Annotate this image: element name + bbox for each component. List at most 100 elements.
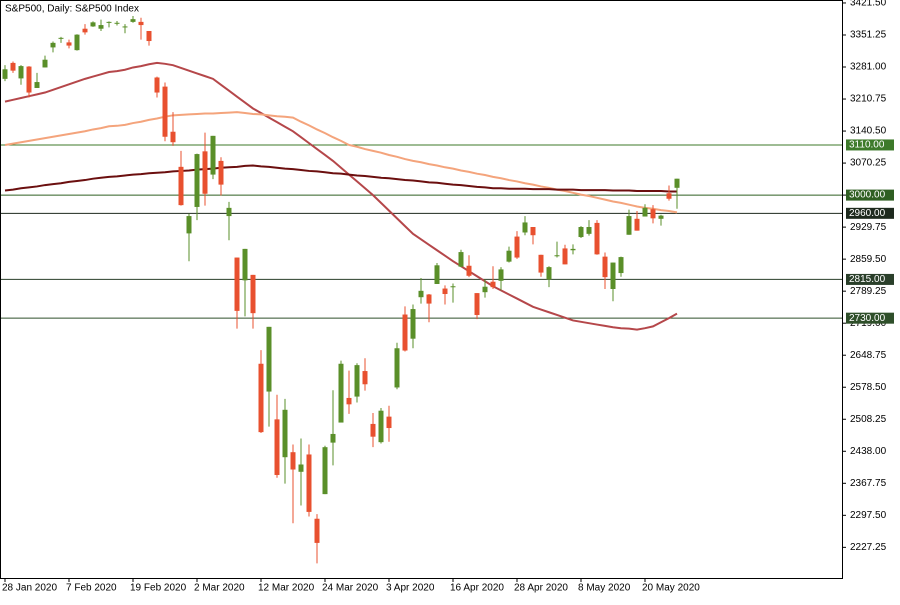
x-tick-label: 28 Jan 2020 xyxy=(2,583,57,594)
candle-body xyxy=(634,218,640,231)
candle-body xyxy=(402,314,408,351)
level-label: 2730.00 xyxy=(849,313,886,324)
x-tick-label: 20 May 2020 xyxy=(642,583,700,594)
x-tick-label: 24 Mar 2020 xyxy=(322,583,379,594)
candle-body xyxy=(42,59,48,68)
x-tick-label: 19 Feb 2020 xyxy=(130,583,187,594)
candle-body xyxy=(322,447,328,495)
candle-body xyxy=(354,365,360,397)
candle-body xyxy=(74,34,80,51)
y-tick-label: 2438.00 xyxy=(850,446,887,457)
candle-body xyxy=(362,371,368,385)
y-tick-label: 3281.00 xyxy=(850,62,887,73)
candle-body xyxy=(330,433,336,443)
candle-body xyxy=(490,281,496,288)
candle-body xyxy=(602,256,608,278)
candle-body xyxy=(162,86,168,137)
candle-body xyxy=(434,265,440,284)
candle-body xyxy=(242,248,248,281)
candle-body xyxy=(650,209,656,219)
candle-body xyxy=(442,288,448,295)
candle-body xyxy=(642,207,648,217)
candle-body xyxy=(226,207,232,217)
candle-body xyxy=(458,252,464,267)
candle-body xyxy=(658,215,664,219)
candle-body xyxy=(178,166,184,206)
candle-body xyxy=(106,21,112,23)
candle-body xyxy=(290,452,296,470)
candle-body xyxy=(186,216,192,234)
candle-body xyxy=(218,160,224,185)
x-tick-label: 2 Mar 2020 xyxy=(194,583,245,594)
candle-body xyxy=(170,131,176,143)
candle-body xyxy=(98,25,104,29)
candle-body xyxy=(578,227,584,238)
moving-average-line xyxy=(4,61,678,331)
candle-body xyxy=(250,274,256,314)
candle-body xyxy=(2,69,8,79)
candle-body xyxy=(130,19,136,22)
candle-body xyxy=(234,257,240,311)
candle-body xyxy=(378,410,384,443)
candle-body xyxy=(450,286,456,288)
candle-body xyxy=(498,269,504,281)
candle-body xyxy=(370,423,376,437)
candle-body xyxy=(202,151,208,194)
level-label-box xyxy=(846,273,894,285)
candle-body xyxy=(58,37,64,39)
candle-body xyxy=(258,363,264,433)
candle-body xyxy=(146,30,152,42)
candle-body xyxy=(466,265,472,276)
y-tick-label: 2367.75 xyxy=(850,478,887,489)
candle-body xyxy=(570,248,576,251)
candle-body xyxy=(114,22,120,24)
x-tick-label: 28 Apr 2020 xyxy=(514,583,568,594)
candle-body xyxy=(306,454,312,512)
candle-body xyxy=(394,348,400,388)
chart-title: S&P500, Daily: S&P500 Index xyxy=(5,4,139,15)
level-label: 2960.00 xyxy=(849,208,886,219)
candle-body xyxy=(610,262,616,289)
candle-body xyxy=(266,326,272,392)
candle-body xyxy=(474,293,480,315)
candle-body xyxy=(482,286,488,293)
x-tick-label: 8 May 2020 xyxy=(578,583,631,594)
y-tick-label: 2227.25 xyxy=(850,542,887,553)
candle-body xyxy=(274,419,280,475)
candle-body xyxy=(386,416,392,429)
level-label-box xyxy=(846,139,894,151)
candle-body xyxy=(338,363,344,423)
candle-body xyxy=(530,227,536,236)
candle-body xyxy=(426,294,432,304)
x-tick-label: 12 Mar 2020 xyxy=(258,583,315,594)
candle-body xyxy=(586,227,592,234)
candle-body xyxy=(210,135,216,175)
y-tick-label: 2859.50 xyxy=(850,254,887,265)
candle-body xyxy=(314,518,320,543)
candle-body xyxy=(626,216,632,235)
candle-body xyxy=(418,290,424,298)
candle-body xyxy=(298,464,304,472)
x-tick-label: 16 Apr 2020 xyxy=(450,583,504,594)
candle-body xyxy=(18,66,24,79)
y-tick-label: 3140.50 xyxy=(850,126,887,137)
candle-body xyxy=(154,77,160,93)
y-tick-label: 3421.50 xyxy=(850,0,887,9)
candle-body xyxy=(346,397,352,405)
candle-body xyxy=(66,42,72,46)
candle-body xyxy=(282,409,288,458)
y-tick-label: 3070.25 xyxy=(850,158,887,169)
y-tick-label: 2297.50 xyxy=(850,510,887,521)
x-tick-label: 3 Apr 2020 xyxy=(386,583,435,594)
candle-body xyxy=(554,255,560,257)
level-label-box xyxy=(846,189,894,201)
y-tick-label: 3351.25 xyxy=(850,30,887,41)
x-tick-label: 7 Feb 2020 xyxy=(66,583,117,594)
candle-body xyxy=(10,62,16,71)
level-label: 3000.00 xyxy=(849,190,886,201)
level-label: 3110.00 xyxy=(849,140,885,151)
candle-body xyxy=(90,22,96,27)
candle-body xyxy=(618,257,624,274)
